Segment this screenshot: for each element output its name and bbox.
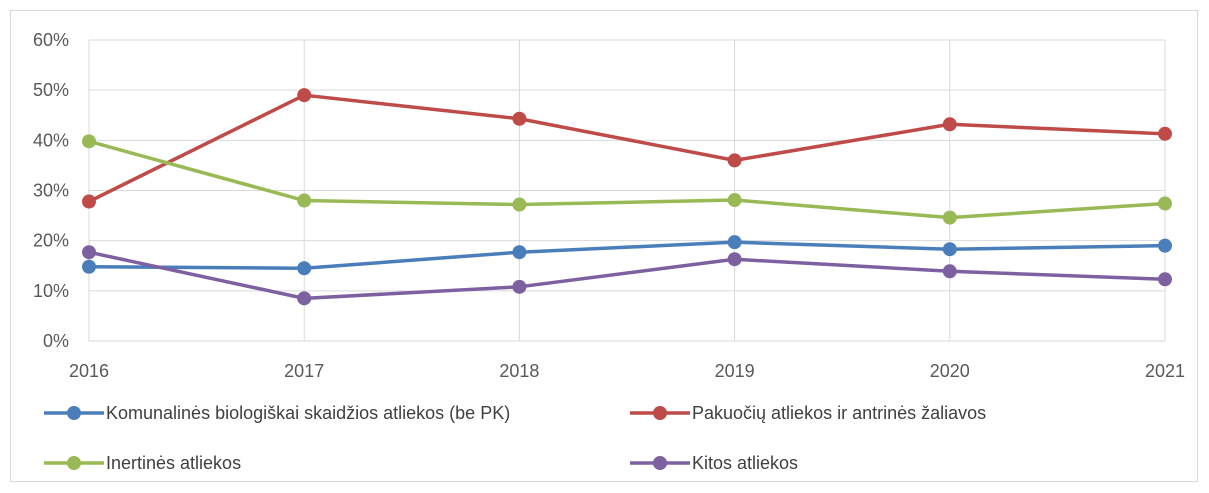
y-tick-label: 40%	[33, 130, 69, 150]
series-lines	[82, 88, 1172, 306]
legend-marker	[67, 456, 81, 470]
legend-marker	[653, 456, 667, 470]
legend-item: Inertinės atliekos	[44, 453, 241, 473]
y-axis-tick-labels: 0% 10% 20% 30% 40% 50% 60%	[33, 30, 69, 351]
y-tick-label: 60%	[33, 30, 69, 50]
legend-item: Kitos atliekos	[630, 453, 798, 473]
y-tick-label: 0%	[43, 331, 69, 351]
legend-label: Inertinės atliekos	[106, 453, 241, 473]
series-1	[82, 235, 1172, 276]
y-tick-label: 10%	[33, 281, 69, 301]
data-point	[1158, 126, 1172, 141]
data-point	[727, 235, 742, 250]
x-tick-label: 2016	[69, 361, 109, 381]
series-line	[88, 93, 1166, 204]
series-3	[82, 134, 1172, 225]
legend-label: Kitos atliekos	[692, 453, 798, 473]
x-axis-tick-labels: 2016 2017 2018 2019 2020 2021	[69, 361, 1185, 381]
data-point	[512, 197, 527, 212]
data-point	[297, 261, 312, 276]
data-point	[1158, 272, 1172, 287]
data-point	[297, 291, 312, 306]
data-point	[512, 245, 527, 260]
legend-item: Komunalinės biologiškai skaidžios atliek…	[44, 403, 510, 423]
x-tick-label: 2017	[284, 361, 324, 381]
legend: Komunalinės biologiškai skaidžios atliek…	[44, 403, 986, 473]
series-line	[88, 250, 1166, 301]
data-point	[727, 153, 742, 168]
legend-marker	[653, 406, 667, 420]
y-tick-label: 50%	[33, 80, 69, 100]
series-line	[88, 240, 1166, 271]
series-4	[82, 245, 1172, 306]
legend-marker	[67, 406, 81, 420]
series-2	[82, 88, 1172, 209]
gridlines	[88, 39, 1166, 342]
x-tick-label: 2018	[499, 361, 539, 381]
legend-item: Pakuočių atliekos ir antrinės žaliavos	[630, 403, 986, 423]
data-point	[82, 259, 96, 274]
data-point	[727, 252, 742, 267]
x-tick-label: 2019	[715, 361, 755, 381]
data-point	[1158, 196, 1172, 211]
data-point	[512, 111, 527, 126]
data-point	[942, 210, 957, 225]
data-point	[297, 193, 312, 208]
data-point	[727, 193, 742, 208]
y-tick-label: 30%	[33, 181, 69, 201]
data-point	[82, 245, 96, 260]
data-point	[297, 88, 312, 103]
data-point	[1158, 238, 1172, 253]
legend-label: Komunalinės biologiškai skaidžios atliek…	[106, 403, 510, 423]
data-point	[512, 279, 527, 294]
y-tick-label: 20%	[33, 231, 69, 251]
data-point	[942, 242, 957, 257]
x-tick-label: 2021	[1145, 361, 1185, 381]
series-line	[88, 139, 1166, 220]
data-point	[942, 264, 957, 279]
data-point	[942, 117, 957, 132]
data-point	[82, 194, 96, 209]
data-point	[82, 134, 96, 149]
x-tick-label: 2020	[930, 361, 970, 381]
chart-frame	[10, 10, 1198, 482]
legend-label: Pakuočių atliekos ir antrinės žaliavos	[692, 403, 986, 423]
